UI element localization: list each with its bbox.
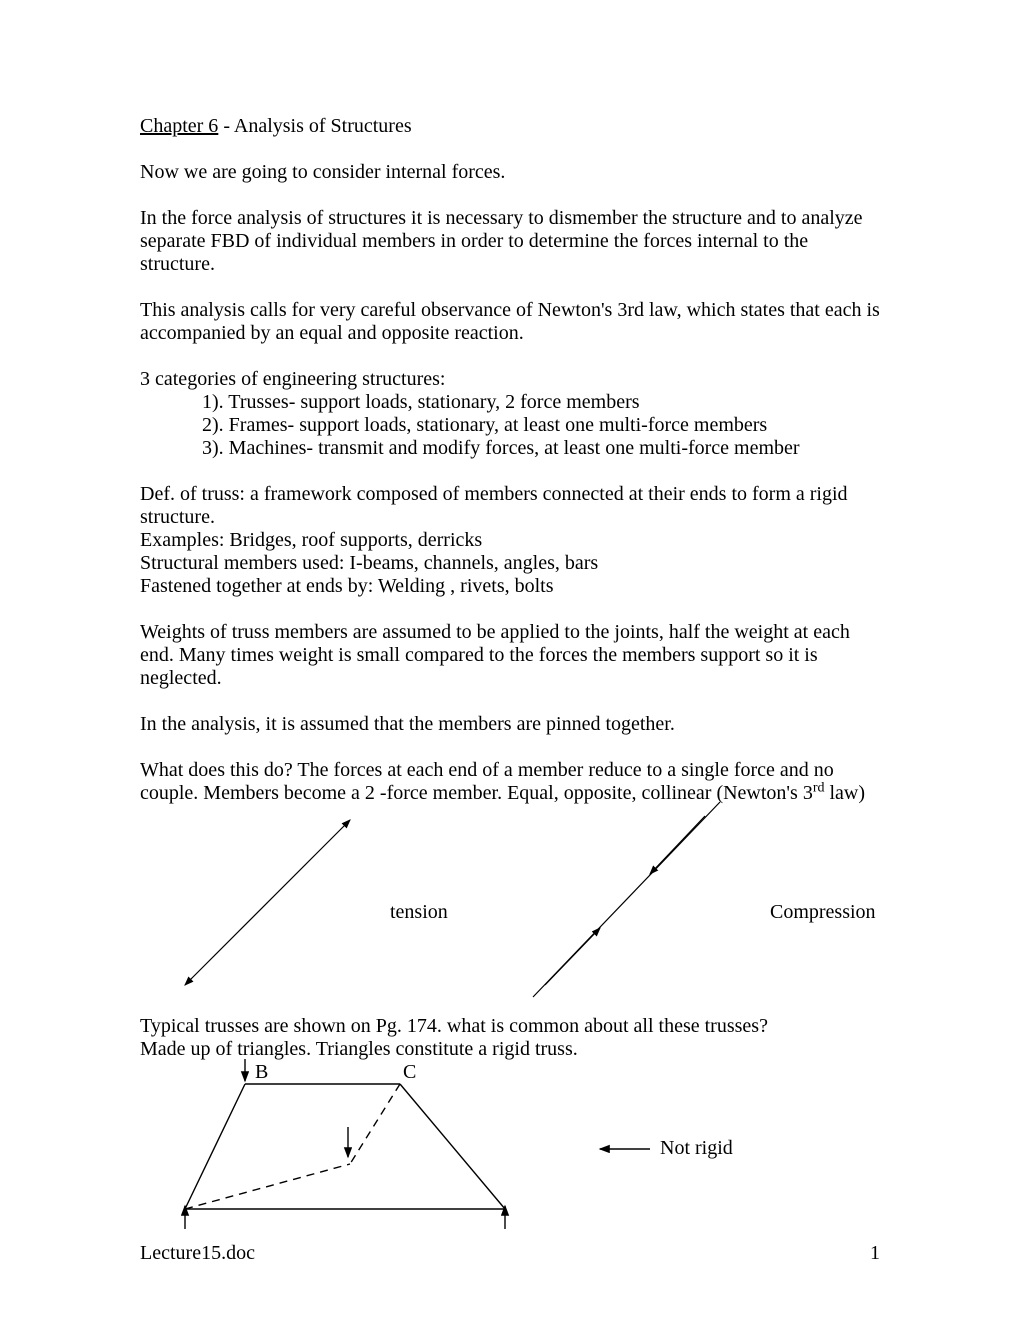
pinned-paragraph: In the analysis, it is assumed that the …: [140, 713, 880, 736]
truss-dashed-2: [350, 1084, 400, 1164]
chapter-title: - Analysis of Structures: [218, 115, 411, 137]
force-diagram-row: tension Compression: [140, 810, 880, 995]
paragraph-3: This analysis calls for very careful obs…: [140, 299, 880, 345]
document-page: Chapter 6 - Analysis of Structures Now w…: [0, 0, 1020, 1320]
category-1: 1). Trusses- support loads, stationary, …: [202, 391, 880, 414]
truss-edge-cd: [400, 1084, 505, 1209]
compression-svg: [530, 810, 770, 995]
category-3: 3). Machines- transmit and modify forces…: [202, 437, 880, 460]
chapter-heading: Chapter 6 - Analysis of Structures: [140, 115, 880, 138]
what-pre: What does this do? The forces at each en…: [140, 759, 834, 804]
truss-diagram: B C Not rigid: [140, 1059, 880, 1219]
compression-label: Compression: [770, 901, 876, 924]
compression-diagram: [530, 810, 770, 995]
page-footer: Lecture15.doc 1: [140, 1242, 880, 1265]
categories-heading: 3 categories of engineering structures:: [140, 368, 880, 391]
definition-line-2: Examples: Bridges, roof supports, derric…: [140, 529, 880, 552]
not-rigid-label: Not rigid: [660, 1137, 733, 1160]
what-paragraph: What does this do? The forces at each en…: [140, 759, 880, 805]
tension-diagram: [150, 810, 390, 995]
node-label-c: C: [403, 1061, 416, 1084]
weights-paragraph: Weights of truss members are assumed to …: [140, 621, 880, 690]
compression-arrow-upper: [650, 816, 705, 874]
footer-page-number: 1: [870, 1242, 880, 1265]
compression-arrow-lower: [545, 928, 600, 985]
definition-line-1: Def. of truss: a framework composed of m…: [140, 483, 880, 529]
tension-line: [185, 820, 350, 985]
truss-dashed-1: [185, 1164, 350, 1209]
typical-line-1: Typical trusses are shown on Pg. 174. wh…: [140, 1015, 880, 1038]
what-post: law): [825, 782, 866, 804]
chapter-label: Chapter 6: [140, 115, 218, 137]
definition-line-3: Structural members used: I-beams, channe…: [140, 552, 880, 575]
node-label-b: B: [255, 1061, 268, 1084]
truss-svg: [140, 1059, 880, 1219]
footer-filename: Lecture15.doc: [140, 1242, 255, 1265]
tension-label: tension: [390, 901, 500, 924]
definition-line-4: Fastened together at ends by: Welding , …: [140, 575, 880, 598]
paragraph-2: In the force analysis of structures it i…: [140, 207, 880, 276]
what-sup: rd: [813, 780, 825, 795]
categories-list: 1). Trusses- support loads, stationary, …: [140, 391, 880, 460]
tension-svg: [150, 810, 390, 995]
paragraph-1: Now we are going to consider internal fo…: [140, 161, 880, 184]
typical-line-2: Made up of triangles. Triangles constitu…: [140, 1038, 880, 1061]
truss-edge-ab: [185, 1084, 245, 1209]
category-2: 2). Frames- support loads, stationary, a…: [202, 414, 880, 437]
